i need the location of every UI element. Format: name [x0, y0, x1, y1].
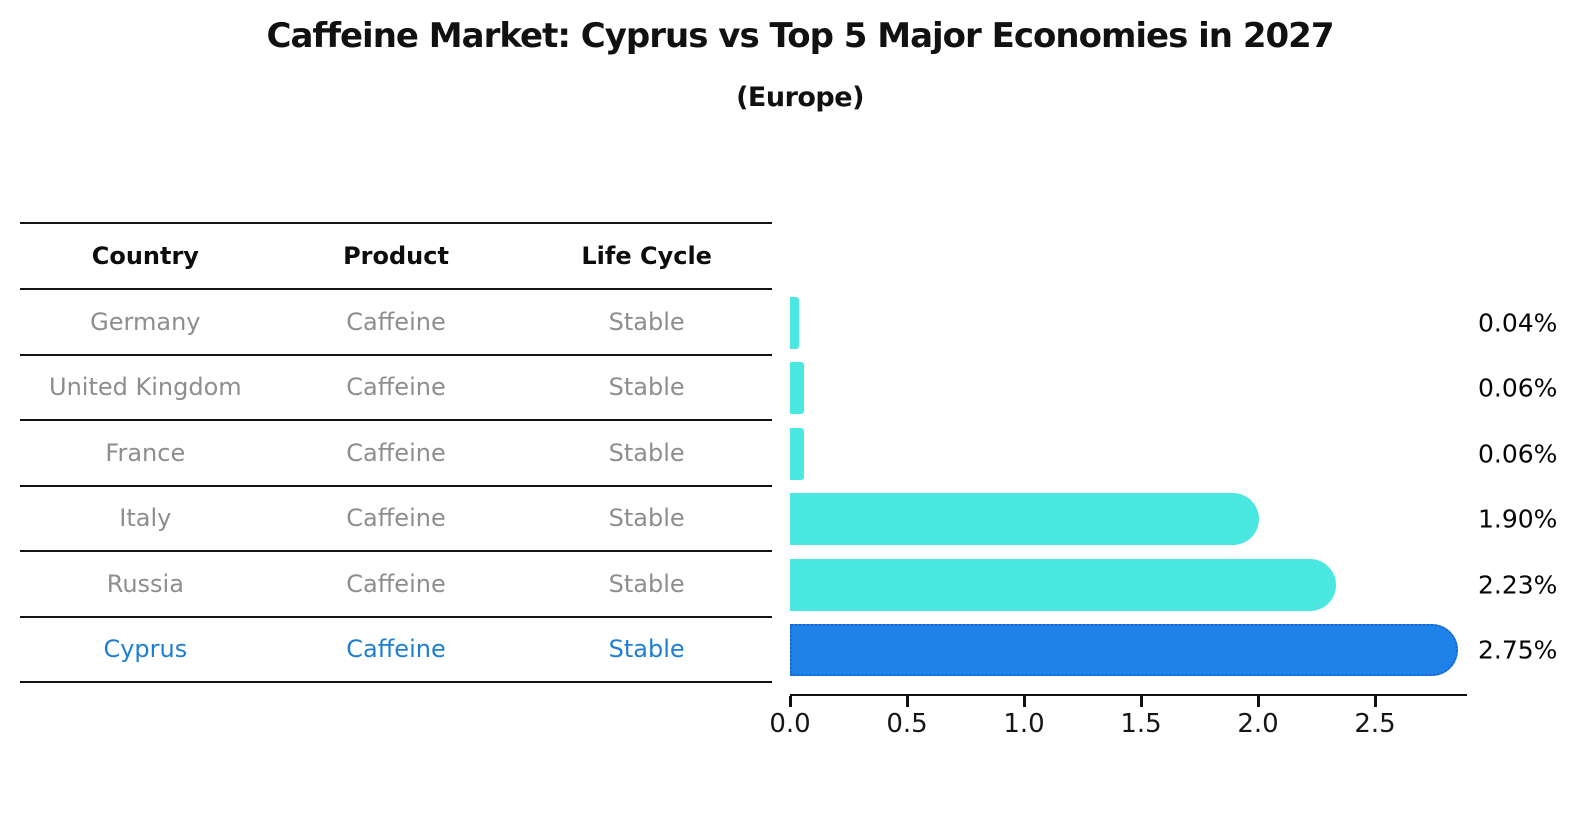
x-axis-tick-label-3: 1.5 [1120, 709, 1162, 739]
table-cell-country: United Kingdom [49, 373, 242, 402]
table-row-united-kingdom: United Kingdom Caffeine Stable [20, 356, 772, 421]
bar-row-italy: 1.90% [790, 487, 1580, 553]
bar-row-cyprus: 2.75% [790, 618, 1580, 684]
x-axis-tick-label-2: 1.0 [1003, 709, 1045, 739]
x-axis-line [790, 693, 1467, 696]
table-cell-country: Germany [90, 307, 201, 336]
x-axis-tick-label-1: 0.5 [886, 709, 928, 739]
page-title: Caffeine Market: Cyprus vs Top 5 Major E… [266, 16, 1335, 56]
table-row-russia: Russia Caffeine Stable [20, 552, 772, 618]
bar-france [790, 427, 805, 480]
bar-row-russia: 2.23% [790, 552, 1580, 618]
table-cell-product: Caffeine [346, 307, 446, 336]
table-header-row: Country Product Life Cycle [20, 222, 772, 290]
x-axis-tick-label-0: 0.0 [769, 709, 811, 739]
table-cell-country: Cyprus [103, 635, 188, 664]
bar-row-united-kingdom: 0.06% [790, 356, 1580, 422]
bar-united-kingdom [790, 362, 805, 415]
table-cell-product: Caffeine [346, 569, 446, 598]
bar-row-germany: 0.04% [790, 290, 1580, 356]
bar-cyprus [790, 624, 1458, 677]
table-cell-product: Caffeine [346, 438, 446, 467]
table-cell-product: Caffeine [346, 635, 446, 664]
x-axis-tick-label-4: 2.0 [1237, 709, 1279, 739]
table-cell-life-cycle: Stable [608, 569, 685, 598]
table-cell-life-cycle: Stable [608, 504, 685, 533]
page-subtitle: (Europe) [736, 82, 864, 113]
value-label-italy: 1.90% [1478, 504, 1558, 534]
value-label-germany: 0.04% [1478, 308, 1558, 338]
x-axis-tick-0 [789, 696, 792, 707]
value-label-cyprus: 2.75% [1478, 635, 1558, 665]
table-cell-country: Italy [119, 504, 172, 533]
table-cell-life-cycle: Stable [608, 373, 685, 402]
table-row-cyprus: Cyprus Caffeine Stable [20, 618, 772, 683]
table-header-product: Product [343, 242, 449, 270]
table-cell-country: Russia [106, 569, 184, 598]
table-cell-life-cycle: Stable [608, 307, 685, 336]
bar-chart: 0.04% 0.06% 0.06% 1.90% 2.23% 2.75% [790, 290, 1580, 683]
table-cell-product: Caffeine [346, 504, 446, 533]
bar-russia [790, 558, 1336, 611]
x-axis-tick-4 [1257, 696, 1260, 707]
data-table: Country Product Life Cycle Germany Caffeine S… [20, 222, 772, 683]
value-label-france: 0.06% [1478, 439, 1558, 469]
x-axis-tick-3 [1140, 696, 1143, 707]
x-axis-tick-2 [1023, 696, 1026, 707]
x-axis-tick-label-5: 2.5 [1354, 709, 1396, 739]
x-axis-tick-5 [1374, 696, 1377, 707]
bar-italy [790, 493, 1259, 546]
table-cell-country: France [105, 438, 186, 467]
table-row-germany: Germany Caffeine Stable [20, 290, 772, 356]
table-cell-product: Caffeine [346, 373, 446, 402]
x-axis-tick-1 [906, 696, 909, 707]
value-label-united-kingdom: 0.06% [1478, 373, 1558, 403]
table-cell-life-cycle: Stable [608, 635, 685, 664]
table-row-france: France Caffeine Stable [20, 421, 772, 487]
bar-row-france: 0.06% [790, 421, 1580, 487]
table-cell-life-cycle: Stable [608, 438, 685, 467]
value-label-russia: 2.23% [1478, 570, 1558, 600]
bar-germany [790, 296, 800, 349]
table-header-life-cycle: Life Cycle [581, 242, 712, 270]
table-row-italy: Italy Caffeine Stable [20, 487, 772, 552]
table-header-country: Country [91, 242, 199, 270]
